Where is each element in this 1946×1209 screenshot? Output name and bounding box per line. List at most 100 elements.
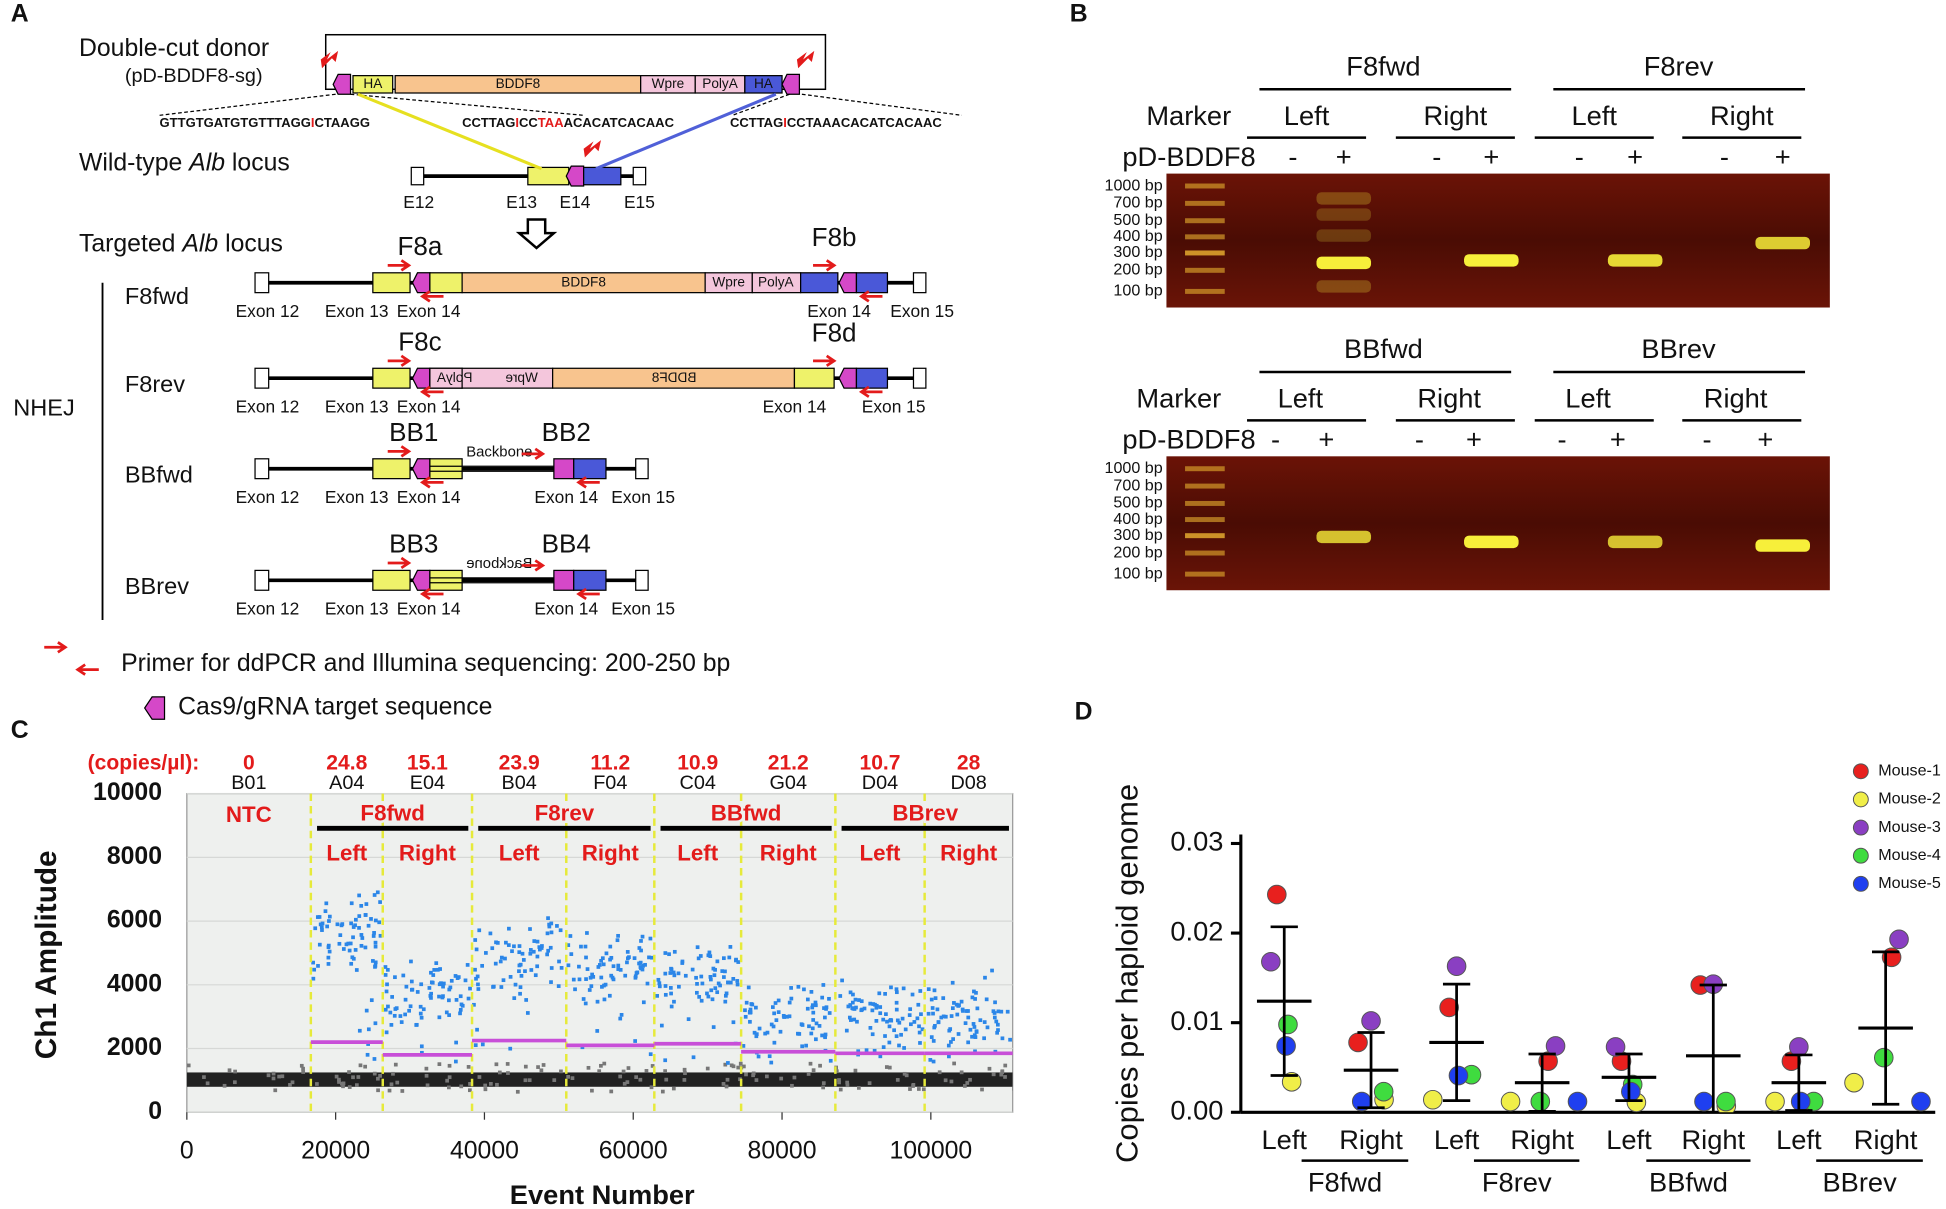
- positive-droplet: [955, 1012, 960, 1017]
- x-tick-label: 0: [180, 1138, 194, 1165]
- negative-droplet: [949, 1079, 954, 1084]
- positive-droplet: [419, 982, 424, 987]
- rain-droplet: [767, 1054, 772, 1059]
- negative-droplet: [288, 1083, 292, 1087]
- sequence: CCTTAGICCTAAACACATCACAAC: [730, 115, 942, 130]
- positive-droplet: [648, 936, 653, 941]
- dot: [1439, 997, 1459, 1018]
- dot: [1694, 1091, 1714, 1112]
- positive-droplet: [585, 931, 589, 935]
- positive-droplet: [317, 915, 322, 919]
- positive-droplet: [895, 1018, 900, 1023]
- positive-droplet: [726, 980, 731, 985]
- ladder-band: [1185, 218, 1225, 224]
- dot: [1267, 884, 1287, 905]
- x-tick-label: 20000: [301, 1138, 370, 1165]
- positive-droplet: [373, 918, 378, 923]
- positive-droplet: [326, 962, 331, 966]
- diagram-text: F8b: [812, 222, 857, 252]
- positive-droplet: [855, 1019, 859, 1024]
- positive-droplet: [743, 1008, 747, 1013]
- error-bar: [1872, 950, 1900, 1106]
- positive-droplet: [894, 990, 899, 995]
- cut-site: [838, 272, 858, 294]
- positive-droplet: [854, 1005, 858, 1010]
- positive-droplet: [797, 1032, 802, 1036]
- gel-label: 300 bp: [1113, 526, 1162, 544]
- gel-label: 500 bp: [1113, 494, 1162, 512]
- seq-part: I: [311, 115, 315, 130]
- positive-droplet: [384, 989, 389, 994]
- positive-droplet: [715, 959, 720, 964]
- positive-droplet: [847, 1015, 852, 1020]
- positive-droplet: [848, 1003, 853, 1007]
- positive-droplet: [698, 954, 703, 958]
- positive-droplet: [706, 994, 711, 999]
- negative-droplet: [821, 1085, 825, 1090]
- positive-droplet: [639, 939, 643, 943]
- segment: [254, 569, 270, 591]
- plot: [1256, 884, 1931, 1113]
- negative-droplet: [273, 1088, 278, 1093]
- rain-droplet: [472, 1002, 476, 1007]
- rain-droplet: [619, 1012, 624, 1017]
- positive-droplet: [441, 981, 446, 986]
- positive-droplet: [558, 928, 563, 933]
- positive-droplet: [418, 1011, 423, 1016]
- positive-droplet: [964, 1009, 969, 1013]
- positive-droplet: [519, 974, 524, 978]
- negative-droplet: [724, 1084, 729, 1089]
- positive-droplet: [720, 969, 725, 973]
- positive-droplet: [1000, 1036, 1005, 1041]
- positive-droplet: [484, 951, 488, 955]
- positive-droplet: [990, 968, 994, 973]
- positive-droplet: [557, 959, 561, 964]
- positive-droplet: [535, 964, 540, 969]
- positive-droplet: [524, 998, 529, 1002]
- diagram-text: Exon 12: [236, 397, 300, 417]
- gel-label: pD-BDDF8: [1122, 424, 1255, 455]
- gel-label: BBfwd: [1344, 333, 1423, 364]
- positive-droplet: [707, 950, 712, 955]
- positive-droplet: [429, 970, 433, 975]
- x-tick-label: 80000: [748, 1138, 817, 1165]
- rain-droplet: [820, 995, 825, 1000]
- positive-droplet: [429, 980, 434, 985]
- diagram-text: Exon 14: [763, 397, 827, 417]
- positive-droplet: [931, 1039, 936, 1043]
- diagram-text: HA: [754, 76, 774, 91]
- gel-label: Right: [1417, 383, 1481, 414]
- positive-droplet: [549, 921, 554, 926]
- positive-droplet: [868, 1026, 873, 1030]
- positive-droplet: [340, 922, 345, 926]
- positive-droplet: [699, 998, 704, 1003]
- positive-droplet: [817, 1024, 822, 1028]
- primer-arrow: [576, 476, 600, 489]
- positive-droplet: [432, 968, 437, 972]
- x-tick-label: Left: [1434, 1124, 1480, 1155]
- negative-droplet: [609, 1089, 614, 1094]
- rain-droplet: [491, 985, 495, 989]
- primer-arrow: [419, 290, 444, 303]
- dot: [1422, 1089, 1443, 1110]
- sequence: CCTTAGICCTAAACACATCACAAC: [462, 115, 674, 130]
- positive-droplet: [907, 1013, 912, 1017]
- rain-droplet: [580, 1045, 585, 1050]
- ladder-band: [1185, 533, 1225, 539]
- legend-text: Primer for ddPCR and Illumina sequencing…: [121, 650, 730, 677]
- positive-droplet: [840, 978, 844, 983]
- negative-droplet: [621, 1069, 626, 1074]
- positive-droplet: [776, 1010, 781, 1014]
- gel-label: +: [1336, 141, 1352, 172]
- rain-droplet: [475, 1027, 479, 1032]
- rain-droplet: [928, 1058, 933, 1062]
- positive-droplet: [949, 1040, 953, 1044]
- legend-marker: [1852, 875, 1869, 892]
- positive-droplet: [609, 973, 614, 978]
- label-part: Targeted: [79, 230, 182, 257]
- positive-droplet: [476, 982, 480, 987]
- positive-droplet: [974, 1029, 979, 1034]
- positive-droplet: [951, 1037, 955, 1041]
- positive-droplet: [930, 1006, 935, 1010]
- positive-droplet: [716, 981, 721, 986]
